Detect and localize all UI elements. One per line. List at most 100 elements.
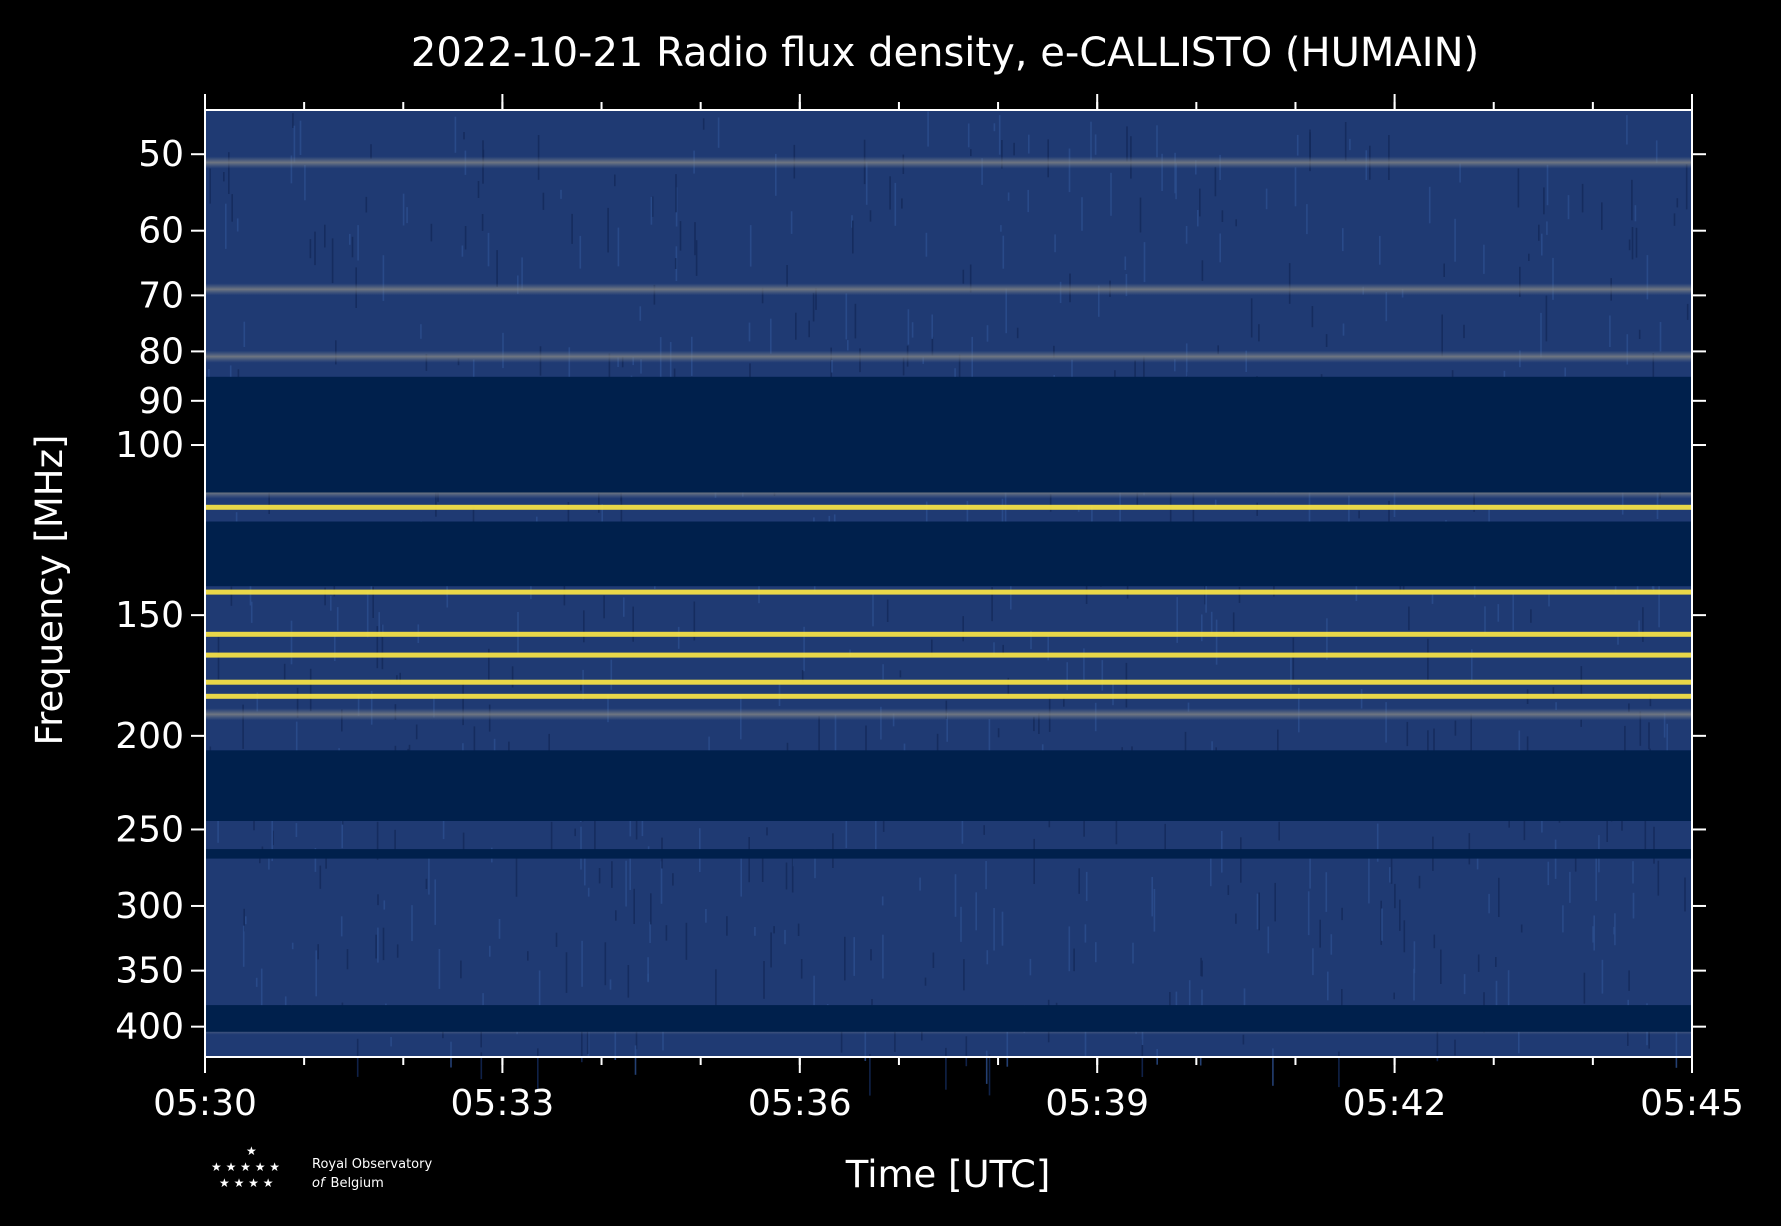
noise-speck bbox=[1631, 179, 1633, 221]
noise-speck bbox=[833, 514, 836, 524]
noise-speck bbox=[235, 512, 238, 530]
noise-speck bbox=[1240, 837, 1242, 883]
noise-speck bbox=[1161, 153, 1163, 191]
x-tick-label: 05:45 bbox=[1640, 1083, 1744, 1124]
noise-speck bbox=[550, 821, 553, 856]
noise-speck bbox=[1134, 360, 1136, 389]
noise-speck bbox=[236, 218, 239, 232]
noise-speck bbox=[480, 1052, 483, 1080]
noise-speck bbox=[1027, 189, 1029, 213]
noise-speck bbox=[899, 670, 902, 678]
noise-speck bbox=[761, 853, 764, 882]
noise-speck bbox=[901, 198, 903, 209]
noise-speck bbox=[608, 353, 611, 397]
noise-speck bbox=[931, 336, 934, 356]
noise-speck bbox=[1235, 913, 1237, 924]
noise-speck bbox=[635, 1021, 638, 1050]
noise-speck bbox=[1016, 327, 1019, 339]
noise-speck bbox=[1546, 164, 1549, 206]
noise-speck bbox=[1214, 166, 1217, 197]
noise-speck bbox=[1543, 187, 1545, 215]
noise-speck bbox=[375, 934, 377, 959]
noise-speck bbox=[462, 680, 464, 726]
noise-speck bbox=[446, 588, 449, 608]
noise-speck bbox=[1342, 228, 1344, 252]
noise-speck bbox=[784, 929, 786, 945]
noise-speck bbox=[230, 586, 233, 606]
noise-speck bbox=[925, 232, 928, 257]
noise-speck bbox=[695, 240, 698, 276]
logo-line-2-italic: of bbox=[312, 1176, 327, 1191]
noise-speck bbox=[993, 908, 995, 951]
noise-speck bbox=[283, 663, 286, 680]
noise-speck bbox=[1338, 1051, 1340, 1088]
noise-speck bbox=[954, 874, 957, 917]
noise-speck bbox=[1227, 885, 1230, 895]
y-axis-label: Frequency [MHz] bbox=[28, 435, 71, 746]
noise-speck bbox=[1436, 1025, 1439, 1062]
noise-speck bbox=[1659, 322, 1662, 352]
band-81mhz bbox=[205, 350, 1692, 363]
noise-speck bbox=[770, 932, 772, 968]
noise-speck bbox=[255, 977, 258, 987]
noise-speck bbox=[1592, 926, 1594, 943]
noise-speck bbox=[1468, 833, 1471, 865]
noise-speck bbox=[580, 826, 582, 870]
noise-speck bbox=[1290, 656, 1292, 691]
noise-speck bbox=[1033, 838, 1035, 884]
noise-speck bbox=[907, 309, 910, 345]
noise-speck bbox=[865, 161, 868, 205]
noise-speck bbox=[931, 314, 933, 339]
noise-speck bbox=[639, 306, 642, 321]
noise-speck bbox=[242, 925, 245, 967]
band-165mhz bbox=[205, 652, 1692, 658]
noise-speck bbox=[463, 132, 465, 140]
noise-speck bbox=[813, 517, 815, 524]
noise-speck bbox=[1342, 323, 1345, 336]
noise-speck bbox=[1007, 192, 1010, 201]
noise-speck bbox=[886, 599, 889, 622]
noise-speck bbox=[1126, 126, 1128, 162]
noise-speck bbox=[434, 879, 436, 925]
noise-speck bbox=[1185, 226, 1188, 244]
noise-speck bbox=[880, 706, 882, 740]
noise-speck bbox=[396, 675, 398, 682]
noise-speck bbox=[242, 704, 244, 749]
noise-speck bbox=[260, 968, 263, 1008]
noise-speck bbox=[1176, 597, 1178, 643]
noise-speck bbox=[1540, 312, 1542, 358]
noise-speck bbox=[1418, 875, 1421, 889]
noise-speck bbox=[726, 916, 728, 936]
noise-speck bbox=[889, 176, 891, 210]
noise-speck bbox=[797, 923, 800, 936]
logo-line-2: of Belgium bbox=[312, 1176, 384, 1191]
svg-text:★ ★ ★ ★: ★ ★ ★ ★ bbox=[219, 1176, 273, 1190]
noise-speck bbox=[1358, 510, 1360, 519]
x-axis-label: Time [UTC] bbox=[845, 1153, 1051, 1196]
noise-speck bbox=[245, 916, 247, 925]
noise-speck bbox=[1606, 801, 1608, 842]
noise-speck bbox=[1119, 490, 1121, 532]
noise-speck bbox=[1538, 224, 1540, 241]
noise-speck bbox=[1495, 957, 1497, 967]
noise-speck bbox=[1047, 636, 1049, 661]
noise-speck bbox=[582, 669, 584, 700]
noise-speck bbox=[991, 587, 993, 622]
noise-speck bbox=[1153, 889, 1156, 932]
noise-speck bbox=[853, 937, 855, 976]
noise-speck bbox=[487, 232, 490, 267]
noise-speck bbox=[381, 624, 384, 670]
noise-speck bbox=[960, 906, 962, 942]
noise-speck bbox=[571, 213, 573, 244]
noise-speck bbox=[1567, 195, 1570, 220]
noise-speck bbox=[1385, 292, 1388, 322]
noise-speck bbox=[1114, 370, 1116, 382]
noise-speck bbox=[649, 921, 651, 943]
noise-speck bbox=[1626, 115, 1628, 145]
noise-speck bbox=[1258, 892, 1260, 931]
noise-speck bbox=[1433, 934, 1436, 949]
noise-speck bbox=[314, 848, 317, 872]
noise-speck bbox=[961, 804, 964, 844]
noise-speck bbox=[1063, 697, 1065, 707]
noise-speck bbox=[402, 193, 405, 226]
